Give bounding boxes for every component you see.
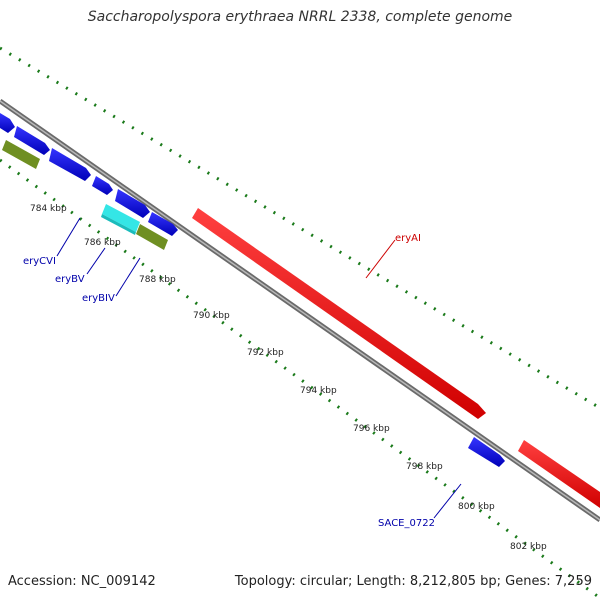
- outer-tick-track: [0, 46, 600, 410]
- inner-tick-track: [0, 158, 600, 600]
- gene-feature[interactable]: [14, 126, 50, 155]
- gene-feature[interactable]: [92, 176, 113, 195]
- gene-feature[interactable]: [115, 189, 150, 218]
- gene-feature[interactable]: [49, 148, 91, 181]
- leader-eryCVI: [56, 217, 81, 257]
- tick-label: 792 kbp: [247, 348, 284, 358]
- gene-feature-eryBIV[interactable]: [136, 224, 168, 250]
- tick-label: 788 kbp: [139, 275, 176, 285]
- gene-feature[interactable]: [0, 113, 15, 133]
- gene-label-eryBIV[interactable]: eryBIV: [82, 293, 115, 304]
- leader-eryAI: [365, 239, 396, 279]
- tick-label: 784 kbp: [30, 204, 67, 214]
- genome-backbone-highlight: [0, 100, 600, 521]
- gene-feature-eryAI[interactable]: [192, 208, 486, 419]
- leader-sace-0722: [433, 483, 462, 519]
- map-title: Saccharopolyspora erythraea NRRL 2338, c…: [87, 9, 513, 25]
- gene-feature-sace-0722[interactable]: [468, 437, 505, 467]
- leader-eryBV: [86, 247, 106, 275]
- tick-label: 796 kbp: [353, 424, 390, 434]
- tick-label: 802 kbp: [510, 542, 547, 552]
- tick-label: 794 kbp: [300, 386, 337, 396]
- gene-label-eryCVI[interactable]: eryCVI: [23, 256, 56, 267]
- gene-label-eryBV[interactable]: eryBV: [55, 274, 85, 285]
- gene-feature[interactable]: [2, 140, 40, 169]
- gene-label-sace-0722[interactable]: SACE_0722: [378, 518, 435, 529]
- gene-feature-eryBV[interactable]: [102, 204, 140, 232]
- gene-feature[interactable]: [148, 212, 178, 236]
- gene-feature-eryBV-shade: [101, 214, 136, 235]
- tick-label: 790 kbp: [193, 311, 230, 321]
- gene-label-eryAI[interactable]: eryAI: [395, 233, 421, 244]
- genome-summary: Topology: circular; Length: 8,212,805 bp…: [234, 574, 592, 589]
- tick-label: 798 kbp: [406, 462, 443, 472]
- leader-eryBIV: [115, 257, 141, 297]
- accession-label: Accession: NC_009142: [8, 574, 156, 589]
- tick-label: 786 kbp: [84, 238, 121, 248]
- gene-feature[interactable]: [518, 440, 600, 508]
- tick-label: 800 kbp: [458, 502, 495, 512]
